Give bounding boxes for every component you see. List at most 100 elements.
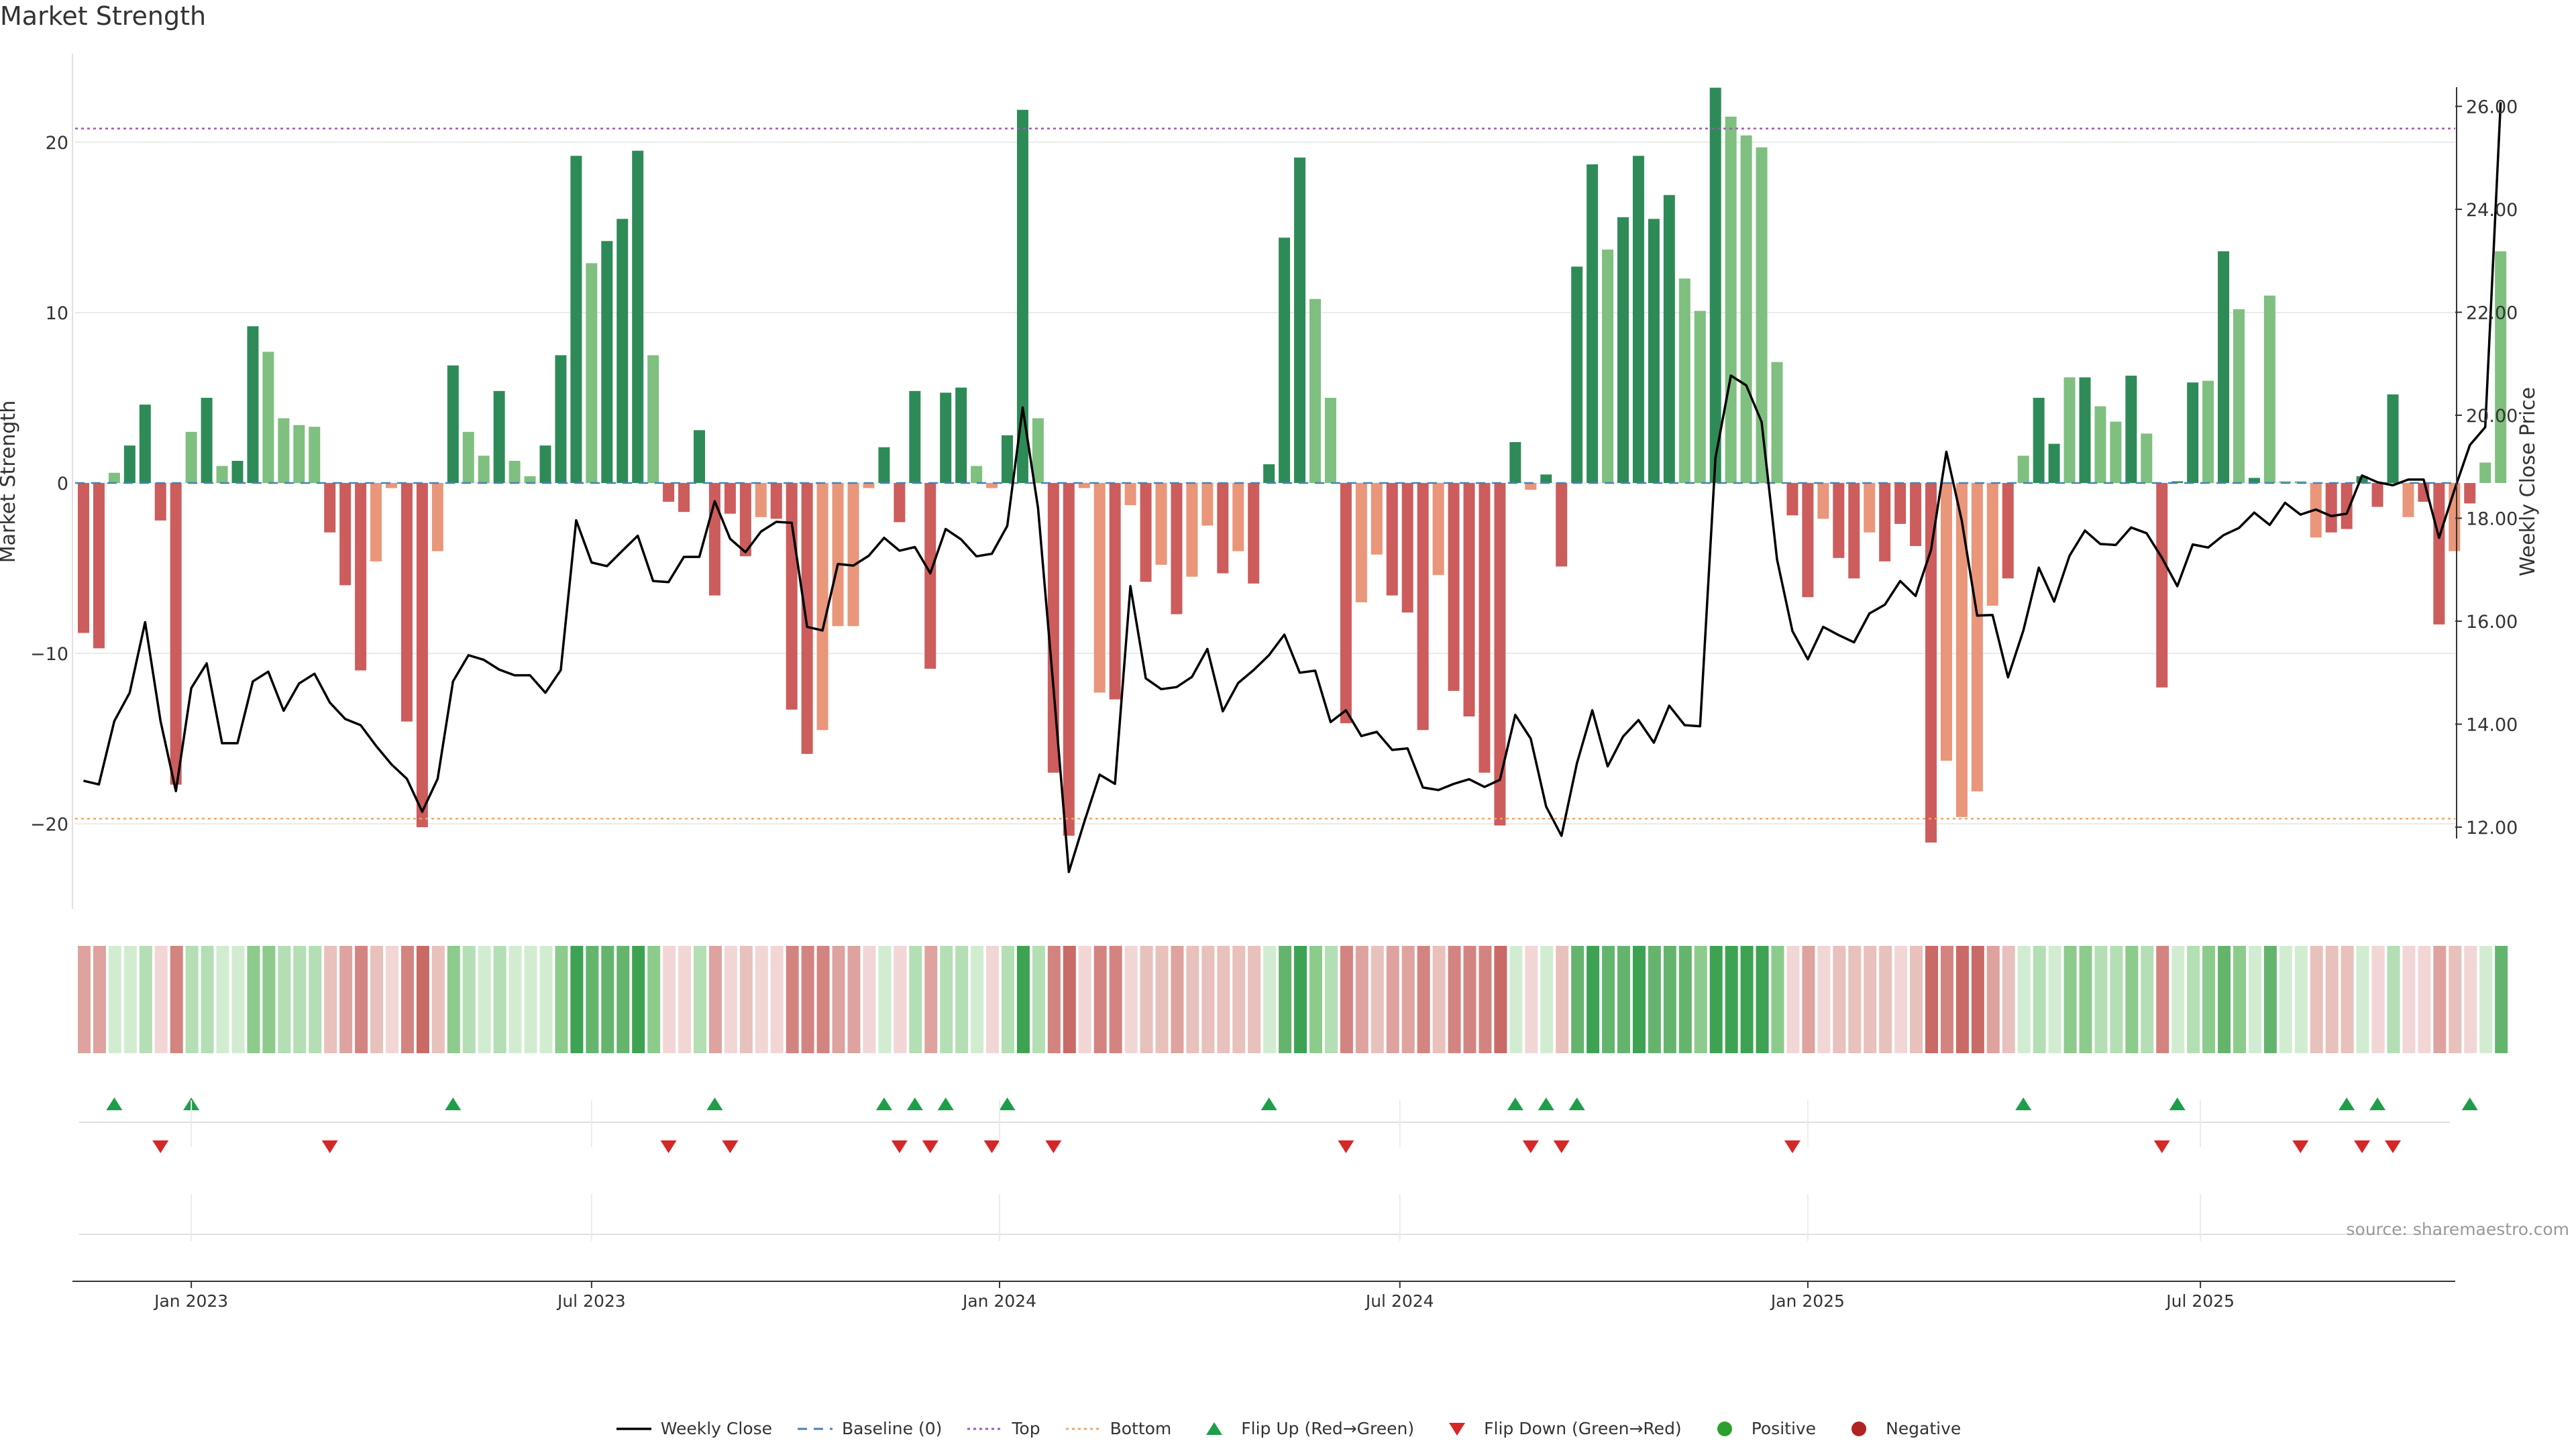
heat-cell (909, 946, 922, 1053)
heat-cell (2495, 946, 2508, 1053)
heat-cell (386, 946, 398, 1053)
strength-bar (2202, 380, 2214, 483)
legend-label: Baseline (0) (842, 1419, 943, 1438)
x-tick-label: Jan 2023 (153, 1291, 228, 1311)
strength-bar (1725, 116, 1737, 483)
heat-cell (2218, 946, 2231, 1053)
flip-up-marker (875, 1097, 892, 1110)
heat-cell (2294, 946, 2308, 1053)
strength-bar (786, 483, 798, 710)
strength-bar (1340, 483, 1352, 724)
strength-bar (1124, 483, 1136, 506)
flip-down-marker (152, 1140, 169, 1153)
x-axis: Jan 2023 Jul 2023 Jan 2024 Jul 2024 Jan 2025… (72, 1100, 2455, 1311)
strength-bar (2094, 406, 2106, 483)
heat-cell (1786, 946, 1800, 1053)
heat-cell (2433, 946, 2447, 1053)
heat-cell (1355, 946, 1368, 1053)
heat-cell (1756, 946, 1769, 1053)
heat-cell (1324, 946, 1338, 1053)
legend-item-flip_up: Flip Up (Red→Green) (1195, 1419, 1414, 1438)
heat-cell (1663, 946, 1676, 1053)
strength-bar (678, 483, 690, 513)
heat-cell (1894, 946, 1908, 1053)
heat-cell (508, 946, 522, 1053)
heat-cell (832, 946, 845, 1053)
strength-bars (78, 87, 2507, 843)
heat-cell (431, 946, 445, 1053)
heat-cell (816, 946, 830, 1053)
strength-bar (1663, 195, 1675, 483)
flip-up-marker (2369, 1097, 2386, 1110)
heat-cell (1771, 946, 1784, 1053)
strength-bar (2079, 377, 2091, 483)
strength-bar (986, 483, 998, 488)
heat-cell (724, 946, 737, 1053)
strength-bar (1279, 237, 1291, 483)
flip-down-marker (1784, 1140, 1801, 1153)
heat-cell (293, 946, 307, 1053)
legend-label: Bottom (1110, 1419, 1172, 1438)
strength-bar (1833, 483, 1845, 558)
strength-bar (2033, 398, 2045, 483)
strength-bar (1678, 278, 1690, 483)
legend-swatch-flip_up (1206, 1421, 1223, 1435)
x-tick-label: Jul 2024 (1364, 1291, 1434, 1311)
heat-cell (1463, 946, 1477, 1053)
legend-item-positive: Positive (1706, 1419, 1816, 1438)
strength-bar (1448, 483, 1460, 691)
heat-cell (770, 946, 784, 1053)
legend-label: Top (1012, 1419, 1040, 1438)
heat-cell (955, 946, 969, 1053)
heat-cell (278, 946, 291, 1053)
heat-cell (2033, 946, 2046, 1053)
strength-bar (1186, 483, 1198, 577)
heat-cell (1155, 946, 1169, 1053)
strength-bar (1002, 435, 1013, 483)
y2-tick-label: 20.00 (2466, 406, 2518, 427)
heat-cell (924, 946, 938, 1053)
heat-cell (940, 946, 953, 1053)
heat-cell (2156, 946, 2169, 1053)
heat-cell (185, 946, 199, 1053)
strength-bar (1694, 311, 1706, 483)
strength-bar (2110, 421, 2122, 483)
strength-bar (1525, 483, 1537, 490)
strength-bar (1355, 483, 1367, 602)
strength-bar (1217, 483, 1229, 574)
heat-cell (2356, 946, 2369, 1053)
strength-bar (1248, 483, 1260, 584)
strength-bar (1093, 483, 1106, 693)
strength-bar (262, 352, 274, 483)
heat-cell (2002, 946, 2015, 1053)
heat-cell (2402, 946, 2416, 1053)
strength-bar (909, 390, 921, 483)
strength-bar (247, 326, 259, 483)
heat-cell (1910, 946, 1923, 1053)
strength-bar (1709, 87, 1721, 484)
strength-bar (2371, 483, 2383, 507)
strength-bar (2248, 478, 2260, 483)
flip-down-marker (1338, 1140, 1354, 1153)
flip-down-marker (2385, 1140, 2401, 1153)
heat-cell (1171, 946, 1184, 1053)
strength-bar (2187, 382, 2199, 483)
strength-bar (940, 392, 952, 483)
strength-bar (1201, 483, 1214, 526)
legend-label: Negative (1886, 1419, 1962, 1438)
flip-down-marker (1045, 1140, 1062, 1153)
strength-bar (2233, 309, 2245, 483)
strength-bar (2341, 483, 2353, 529)
heat-cell (123, 946, 137, 1053)
strength-bar (2495, 251, 2507, 483)
strength-bar (2063, 377, 2076, 483)
legend-swatch-bottom (1065, 1428, 1101, 1430)
strength-bar (1479, 483, 1491, 773)
heat-cell (139, 946, 152, 1053)
heat-cell (1817, 946, 1831, 1053)
y2-tick-label: 24.00 (2466, 200, 2518, 221)
heat-cell (2171, 946, 2185, 1053)
strength-bar (1494, 483, 1506, 826)
heat-cell (1725, 946, 1738, 1053)
heat-cell (1401, 946, 1415, 1053)
